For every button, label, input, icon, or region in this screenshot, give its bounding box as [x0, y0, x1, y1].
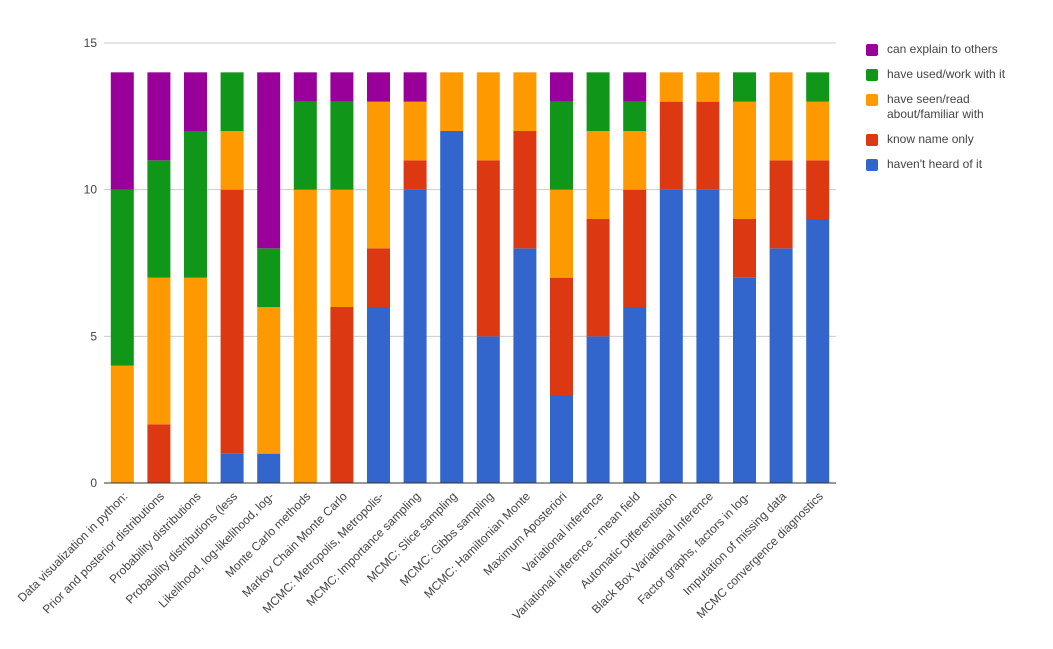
legend-item: can explain to others: [866, 42, 1046, 57]
bar-segment: [147, 424, 171, 483]
bar-segment: [330, 101, 354, 190]
bar-segment: [293, 189, 317, 483]
bar-segment: [513, 131, 537, 249]
bar-segment: [403, 160, 427, 190]
bar-segment: [184, 131, 207, 278]
bar-segment: [586, 336, 610, 483]
bar-segment: [476, 336, 500, 483]
bar-segment: [257, 453, 281, 483]
gridlines: [104, 42, 836, 337]
bar-segment: [330, 189, 354, 307]
bar-segment: [769, 160, 793, 249]
legend-swatch: [866, 44, 878, 56]
bar-segment: [367, 72, 390, 102]
bar-segment: [696, 189, 720, 483]
bar-segment: [403, 72, 427, 102]
y-tick-label: 15: [84, 36, 98, 50]
bars: [110, 72, 830, 483]
bar-segment: [550, 277, 573, 395]
bar-segment: [220, 189, 244, 454]
legend-label: can explain to others: [887, 42, 998, 56]
bar-segment: [403, 101, 427, 161]
bar-segment: [623, 307, 647, 483]
y-tick-label: 5: [90, 329, 97, 343]
bar-segment: [440, 131, 464, 483]
legend: can explain to others have used/work with…: [866, 42, 1046, 182]
bar-segment: [586, 131, 610, 219]
bar-segment: [476, 72, 500, 161]
bar-segment: [659, 101, 683, 190]
bar-segment: [110, 365, 134, 483]
bar-segment: [367, 101, 390, 249]
bar-segment: [769, 248, 793, 483]
bar-segment: [586, 72, 610, 131]
legend-swatch: [866, 134, 878, 146]
bar-segment: [623, 189, 647, 307]
legend-label: haven't heard of it: [887, 157, 983, 171]
bar-segment: [220, 72, 244, 131]
bar-segment: [733, 72, 756, 102]
bar-segment: [147, 277, 171, 425]
bar-segment: [586, 219, 610, 337]
bar-segment: [550, 101, 573, 190]
legend-item: have seen/read about/familiar with: [866, 92, 1046, 122]
bar-segment: [257, 307, 281, 454]
legend-item: have used/work with it: [866, 67, 1046, 82]
bar-segment: [623, 72, 647, 102]
bar-segment: [147, 72, 171, 161]
bar-segment: [513, 248, 537, 483]
bar-segment: [403, 189, 427, 483]
legend-swatch: [866, 159, 878, 171]
legend-label: know name only: [887, 132, 974, 146]
bar-segment: [696, 72, 720, 102]
bar-segment: [659, 72, 683, 102]
legend-swatch: [866, 94, 878, 106]
bar-segment: [513, 72, 537, 131]
bar-segment: [367, 307, 390, 483]
bar-segment: [476, 160, 500, 337]
legend-item: haven't heard of it: [866, 157, 1046, 172]
x-axis-ticks: Data visualization in python:Prior and p…: [15, 489, 826, 623]
bar-segment: [330, 307, 354, 483]
legend-item: know name only: [866, 132, 1046, 147]
bar-segment: [806, 219, 830, 483]
bar-segment: [220, 453, 244, 483]
bar-segment: [330, 72, 354, 102]
bar-segment: [110, 72, 134, 190]
bar-segment: [806, 160, 830, 219]
bar-segment: [293, 72, 317, 102]
bar-segment: [733, 101, 756, 219]
bar-segment: [367, 248, 390, 307]
bar-segment: [220, 131, 244, 190]
bar-segment: [550, 395, 573, 483]
bar-segment: [550, 72, 573, 102]
legend-label: have used/work with it: [887, 67, 1006, 81]
bar-segment: [184, 277, 207, 483]
bar-segment: [293, 101, 317, 190]
legend-label: have seen/read about/familiar with: [887, 92, 984, 121]
y-tick-label: 10: [84, 183, 98, 197]
bar-segment: [769, 72, 793, 161]
bar-segment: [550, 189, 573, 278]
bar-segment: [623, 101, 647, 131]
bar-segment: [696, 101, 720, 190]
bar-segment: [733, 219, 756, 278]
bar-segment: [184, 72, 207, 131]
bar-segment: [257, 72, 281, 249]
legend-swatch: [866, 69, 878, 81]
bar-segment: [147, 160, 171, 278]
bar-segment: [806, 72, 830, 102]
y-axis-ticks: 0 5 10 15: [84, 36, 98, 490]
bar-segment: [623, 131, 647, 190]
bar-segment: [440, 72, 464, 131]
bar-segment: [806, 101, 830, 161]
bar-segment: [257, 248, 281, 307]
bar-segment: [733, 277, 756, 483]
bar-segment: [659, 189, 683, 483]
y-tick-label: 0: [90, 476, 97, 490]
bar-segment: [110, 189, 134, 366]
